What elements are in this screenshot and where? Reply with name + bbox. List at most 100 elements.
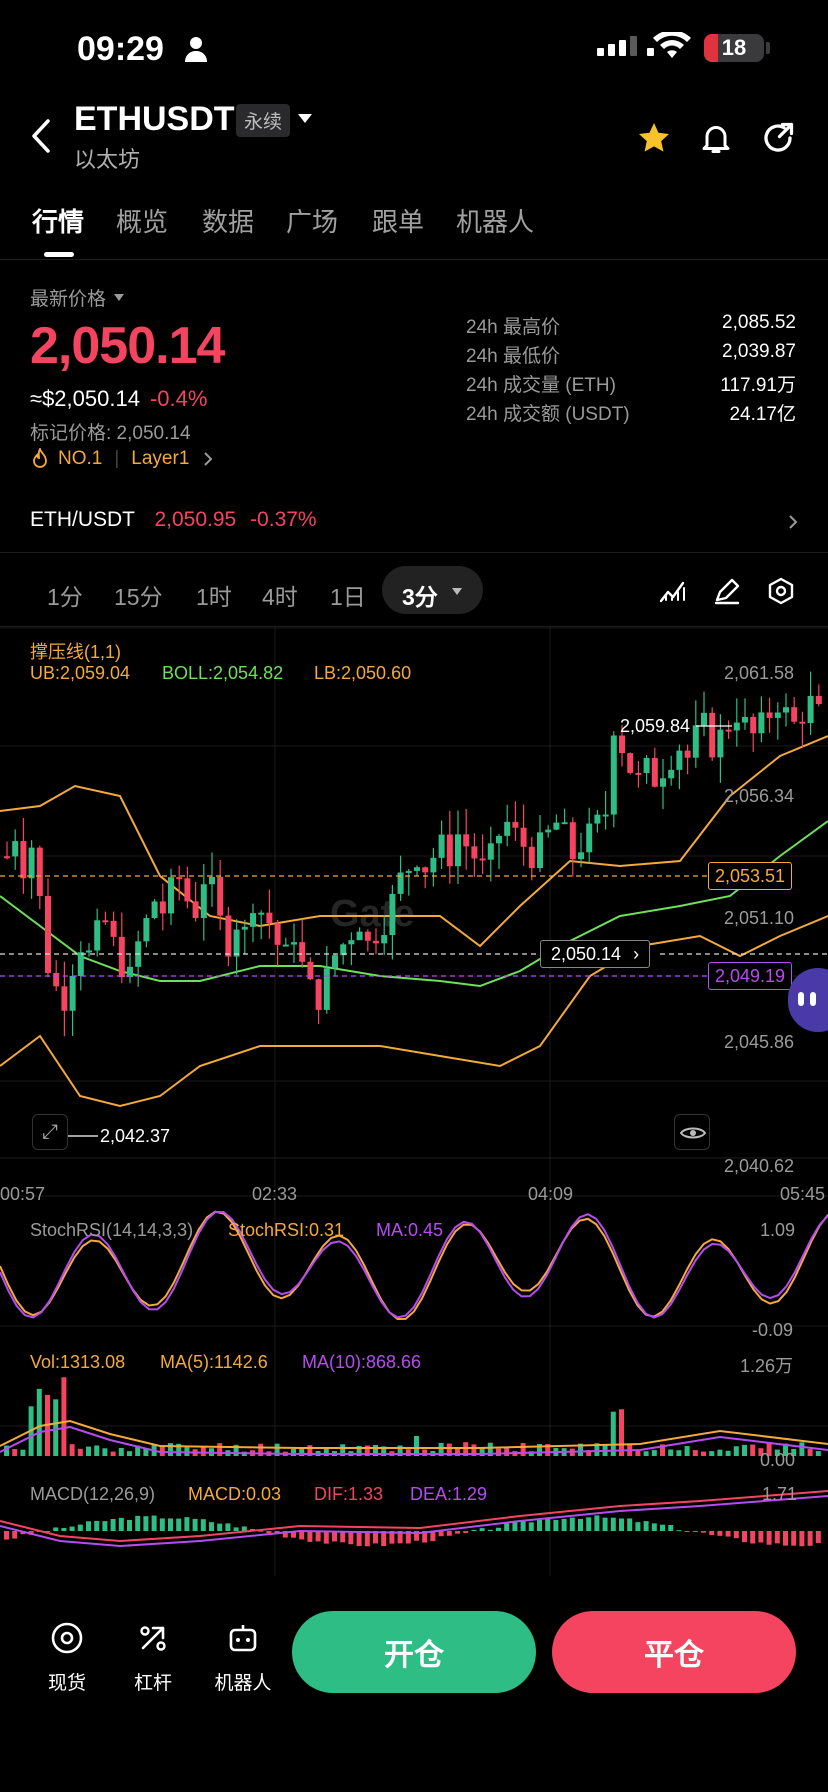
tab-bot[interactable]: 机器人: [456, 207, 535, 237]
chart-watermark: Gate: [330, 893, 414, 935]
close-position-button[interactable]: 平仓: [552, 1611, 796, 1693]
support-tag: 2,049.19: [708, 962, 793, 990]
macd-bar: [512, 1521, 518, 1531]
settings-hexagon-icon[interactable]: [766, 576, 796, 606]
spot-nav[interactable]: 现货: [42, 1620, 92, 1695]
timeframe-1h[interactable]: 1时: [196, 584, 232, 610]
flame-icon: [33, 448, 47, 468]
price-type-selector[interactable]: 最新价格: [30, 284, 125, 311]
favorite-star-icon[interactable]: [636, 120, 672, 156]
volume-max: 1.26万: [740, 1356, 794, 1376]
timeframe-1d[interactable]: 1日: [330, 584, 366, 610]
open-position-button[interactable]: 开仓: [292, 1611, 536, 1693]
status-time: 09:29: [77, 30, 164, 68]
volume-bar: [143, 1448, 149, 1456]
volume-bar: [479, 1448, 485, 1456]
volume-bar: [127, 1451, 132, 1456]
bot-nav[interactable]: 机器人: [210, 1620, 276, 1695]
macd-bar: [733, 1531, 739, 1539]
timeframe-4h[interactable]: 4时: [262, 584, 298, 610]
volume-bar: [69, 1444, 75, 1456]
candle-body: [479, 858, 486, 861]
candle-body: [766, 712, 773, 718]
timeframe-caret-icon[interactable]: [452, 588, 462, 595]
volume-bar: [463, 1442, 469, 1456]
candle-body: [143, 918, 150, 942]
back-arrow-icon[interactable]: [30, 118, 52, 154]
timeframe-1m[interactable]: 1分: [47, 584, 83, 610]
timeframe-3m[interactable]: 3分: [402, 584, 438, 610]
candle-body: [545, 829, 552, 833]
tab-square[interactable]: 广场: [286, 207, 339, 237]
share-icon[interactable]: [760, 120, 796, 156]
spot-icon: [51, 1622, 83, 1654]
candle-body: [397, 872, 404, 894]
macd-bar: [102, 1521, 108, 1531]
tab-overview[interactable]: 概览: [116, 207, 169, 237]
margin-nav[interactable]: 杠杆: [128, 1620, 178, 1695]
price-type-caret-icon: [114, 294, 125, 301]
volume-bar: [102, 1448, 108, 1456]
candle-body: [299, 942, 306, 962]
assistant-eye: [810, 992, 816, 1006]
macd-bar: [725, 1531, 731, 1537]
candle-body: [578, 852, 584, 860]
candle-body: [127, 966, 133, 978]
current-price-value: 2,050.14: [551, 944, 622, 964]
current-price-tag[interactable]: 2,050.14 ›: [540, 940, 651, 968]
lower-band-line: [0, 915, 828, 1108]
macd-bar: [430, 1531, 436, 1542]
volume-bar: [176, 1443, 182, 1456]
timeframe-15m[interactable]: 15分: [114, 584, 163, 610]
macd-bar: [537, 1519, 542, 1531]
boll-bands: [0, 735, 828, 1108]
candle-body: [282, 944, 289, 947]
macd-bar: [504, 1523, 510, 1531]
volume-min: 0.00: [760, 1450, 796, 1470]
tab-data[interactable]: 数据: [202, 207, 255, 237]
macd-bar: [143, 1516, 149, 1531]
eye-toggle-icon[interactable]: [674, 1114, 710, 1150]
bell-icon[interactable]: [698, 120, 734, 156]
battery-level: 18: [721, 35, 747, 60]
volume-bar: [651, 1450, 657, 1456]
floating-assistant-button[interactable]: [788, 968, 828, 1032]
ranking-tags[interactable]: NO.1 | Layer1: [30, 448, 215, 470]
indicator-icon[interactable]: [658, 576, 688, 606]
draw-pencil-icon[interactable]: [712, 576, 742, 606]
macd-bar: [159, 1518, 165, 1531]
candle-body: [4, 856, 10, 859]
tab-copy-trading[interactable]: 跟单: [372, 207, 425, 237]
volume-bar: [86, 1446, 91, 1456]
chevron-right-icon: [789, 515, 798, 529]
macd-bar: [463, 1531, 469, 1533]
macd-bar: [323, 1531, 329, 1544]
volume-bar: [742, 1444, 747, 1456]
symbol-dropdown-caret-icon[interactable]: [298, 114, 312, 123]
section-divider: [0, 552, 828, 553]
macd-bar: [225, 1523, 231, 1531]
timeframe-selected-pill[interactable]: [382, 566, 483, 614]
macd-bar: [315, 1531, 321, 1542]
x-tick: 02:33: [252, 1184, 298, 1204]
candle-body: [332, 955, 338, 969]
spot-pair-row[interactable]: ETH/USDT 2,050.95 -0.37%: [30, 508, 800, 536]
volume-bar: [77, 1448, 83, 1456]
volume-bar: [61, 1377, 67, 1456]
expand-chart-icon[interactable]: ⤢: [32, 1114, 68, 1150]
volume-bar: [668, 1449, 674, 1456]
macd-bar: [692, 1531, 698, 1533]
macd-value: MACD:0.03: [188, 1484, 282, 1504]
volume-bar: [750, 1444, 756, 1456]
active-tab-indicator: [44, 252, 74, 257]
price-chart[interactable]: Gate: [0, 626, 828, 1576]
candle-body: [266, 912, 273, 924]
contract-symbol[interactable]: ETHUSDT: [74, 100, 235, 138]
volume-bar: [799, 1442, 805, 1456]
candle-body: [553, 822, 560, 830]
macd-bar: [766, 1531, 772, 1545]
macd-bar: [643, 1521, 649, 1531]
section-divider: [0, 626, 828, 627]
price-type-label: 最新价格: [30, 289, 107, 310]
tab-market[interactable]: 行情: [32, 207, 85, 237]
